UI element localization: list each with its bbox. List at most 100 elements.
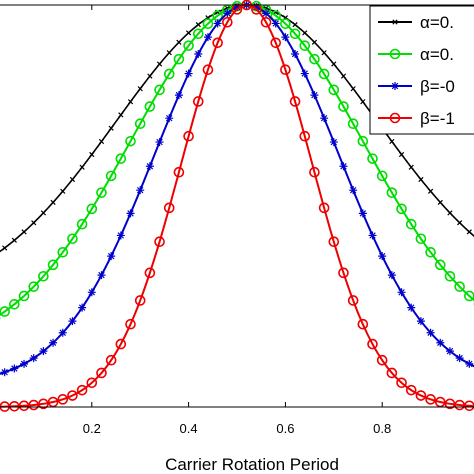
data-point (116, 231, 125, 240)
data-point (350, 86, 356, 92)
data-point (87, 288, 96, 297)
data-point (328, 236, 340, 248)
data-point (270, 37, 282, 49)
data-point (69, 176, 76, 183)
data-point (174, 91, 183, 100)
data-point (173, 53, 185, 65)
data-point (396, 377, 407, 389)
data-point (115, 153, 127, 164)
data-point (20, 359, 29, 368)
data-point (289, 96, 301, 107)
data-point (415, 233, 427, 245)
data-point (98, 138, 105, 145)
data-point (349, 186, 358, 195)
data-point (300, 69, 309, 78)
data-point (338, 101, 349, 112)
data-point (195, 22, 201, 28)
data-point (38, 270, 49, 282)
data-point (391, 82, 399, 90)
data-point (310, 91, 319, 100)
data-point (436, 338, 445, 347)
data-point (68, 317, 77, 326)
data-point (318, 202, 330, 214)
data-point (76, 384, 88, 396)
data-point (339, 162, 348, 171)
data-point (318, 68, 330, 80)
data-point (105, 354, 117, 366)
data-point (144, 101, 156, 112)
data-point (309, 166, 320, 178)
data-point (86, 203, 98, 215)
data-point (418, 176, 424, 183)
data-point (367, 153, 378, 164)
data-point (144, 267, 156, 279)
data-point (280, 64, 291, 76)
data-point (137, 86, 143, 92)
axes-layer (0, 4, 474, 408)
data-point (398, 151, 405, 158)
data-point (457, 220, 463, 226)
legend: α=0. α=0. β=-0 β=-1 (369, 5, 474, 135)
data-point (166, 50, 172, 56)
data-point (455, 354, 464, 363)
series-2 (0, 0, 474, 320)
data-point (425, 247, 436, 258)
data-point (67, 233, 78, 245)
data-point (302, 30, 308, 36)
data-point (202, 64, 214, 76)
data-point (57, 394, 69, 405)
data-point (134, 295, 146, 306)
data-point (289, 28, 301, 40)
x-tick-label: 0.6 (276, 421, 294, 436)
data-point (165, 114, 174, 123)
data-point (444, 270, 456, 282)
data-point (329, 138, 338, 147)
data-point (76, 218, 88, 230)
data-point (444, 398, 456, 410)
data-point (376, 170, 388, 182)
data-point (427, 188, 434, 194)
data-point (292, 22, 298, 28)
data-point (176, 39, 182, 45)
data-point (21, 229, 27, 235)
data-point (320, 114, 329, 123)
data-point (49, 338, 58, 347)
data-point (163, 202, 175, 214)
data-point (18, 290, 30, 302)
data-point (378, 252, 387, 261)
data-point (154, 84, 165, 96)
data-point (156, 61, 163, 67)
data-point (447, 210, 453, 216)
data-point (38, 398, 49, 410)
data-point (10, 364, 19, 373)
data-point (340, 73, 347, 79)
data-point (347, 118, 359, 130)
x-axis-label: Carrier Rotation Period (165, 455, 339, 474)
series-4 (0, 0, 474, 412)
data-point (173, 166, 185, 178)
data-point (357, 135, 369, 147)
data-point (184, 69, 193, 78)
data-point (79, 164, 85, 170)
data-point (194, 50, 203, 59)
data-point (60, 188, 66, 194)
data-point (31, 220, 37, 226)
x-tick-label: 0.8 (373, 421, 391, 436)
data-point (107, 252, 116, 261)
data-point (280, 18, 291, 30)
data-point (434, 259, 446, 271)
data-point (154, 236, 165, 248)
data-point (136, 186, 145, 195)
data-point (405, 218, 417, 230)
data-point (425, 394, 436, 405)
data-point (28, 399, 40, 411)
data-point (262, 9, 271, 18)
data-point (58, 328, 67, 337)
data-point (386, 187, 398, 198)
data-point (328, 84, 340, 96)
data-point (183, 40, 194, 51)
data-point (202, 18, 214, 30)
data-point (40, 210, 47, 216)
data-point (392, 19, 398, 25)
data-point (281, 33, 290, 42)
